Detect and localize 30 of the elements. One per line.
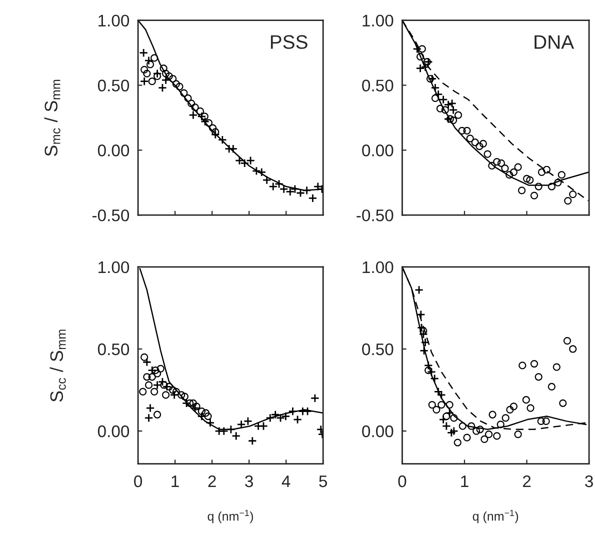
x-tick-label: 4	[282, 476, 290, 488]
x-tick-label: 3	[585, 475, 593, 488]
y-tick-label: 1.00	[98, 261, 130, 274]
annotation: PSS	[270, 35, 308, 49]
y-tick-label: 0.50	[98, 343, 130, 356]
x-axis-title: q (nm$^{−1}$)	[208, 510, 254, 524]
y-tick-label: 0.50	[362, 343, 394, 356]
x-tick-label: 5	[319, 476, 328, 488]
x-tick-label: 1	[172, 476, 179, 488]
y-axis-title: S$_{cc}$ / S$_{mm}$	[50, 330, 66, 402]
y-tick-label: 0.00	[362, 425, 394, 438]
y-tick-label: 0.00	[98, 425, 130, 438]
x-tick-label: 1	[461, 476, 468, 488]
x-tick-label: 0	[398, 475, 406, 488]
y-tick-label: 0.50	[362, 80, 394, 92]
y-axis-title: S$_{mc}$ / S$_{mm}$	[44, 80, 60, 156]
x-tick-label: 3	[245, 475, 253, 488]
y-tick-label: -0.50	[356, 209, 394, 222]
y-tick-label: 1.00	[98, 14, 130, 27]
x-tick-label: 2	[522, 475, 531, 488]
y-tick-label: 0.00	[362, 144, 394, 156]
y-tick-label: 1.00	[362, 14, 394, 27]
x-axis-title: q (nm$^{−1}$)	[472, 510, 518, 524]
x-tick-label: 0	[134, 475, 142, 488]
y-tick-label: -0.50	[92, 209, 130, 222]
y-tick-label: 0.50	[98, 80, 130, 92]
x-tick-label: 2	[208, 475, 216, 488]
y-tick-label: 0.00	[98, 144, 130, 156]
y-tick-label: 1.00	[362, 261, 394, 274]
annotation: DNA	[534, 35, 574, 49]
